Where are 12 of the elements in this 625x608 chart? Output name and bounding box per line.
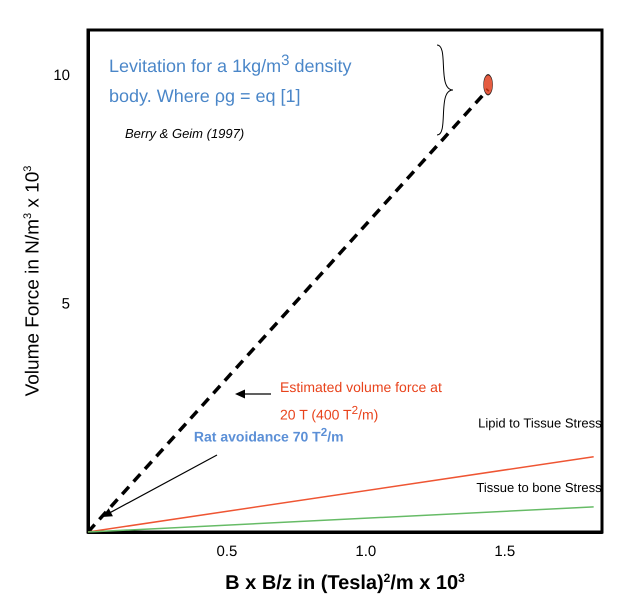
- y-tick-label: 5: [62, 295, 70, 312]
- x-tick-label: 1.0: [355, 543, 376, 560]
- text: Lipid to Tissue Stress: [478, 416, 602, 431]
- series-label: Tissue to bone Stress: [476, 480, 602, 495]
- annotation: Berry & Geim (1997): [125, 126, 246, 141]
- annotation: Estimated volume force at 20 T (400 T$^{2}$/m): [280, 378, 443, 425]
- x-tick-label: 0.5: [216, 543, 238, 560]
- y-tick-label: 10: [53, 67, 70, 84]
- annotation: Levitation for a 1kg/m$^{3}$ density body. Where ρg = eq [1]: [109, 51, 352, 108]
- x-tick-label: 1.5: [494, 543, 516, 560]
- y-axis-title: Volume Force in N/m3 x 103: [22, 166, 44, 396]
- annotation: Rat avoidance 70 T$^{2}$/m: [194, 425, 345, 448]
